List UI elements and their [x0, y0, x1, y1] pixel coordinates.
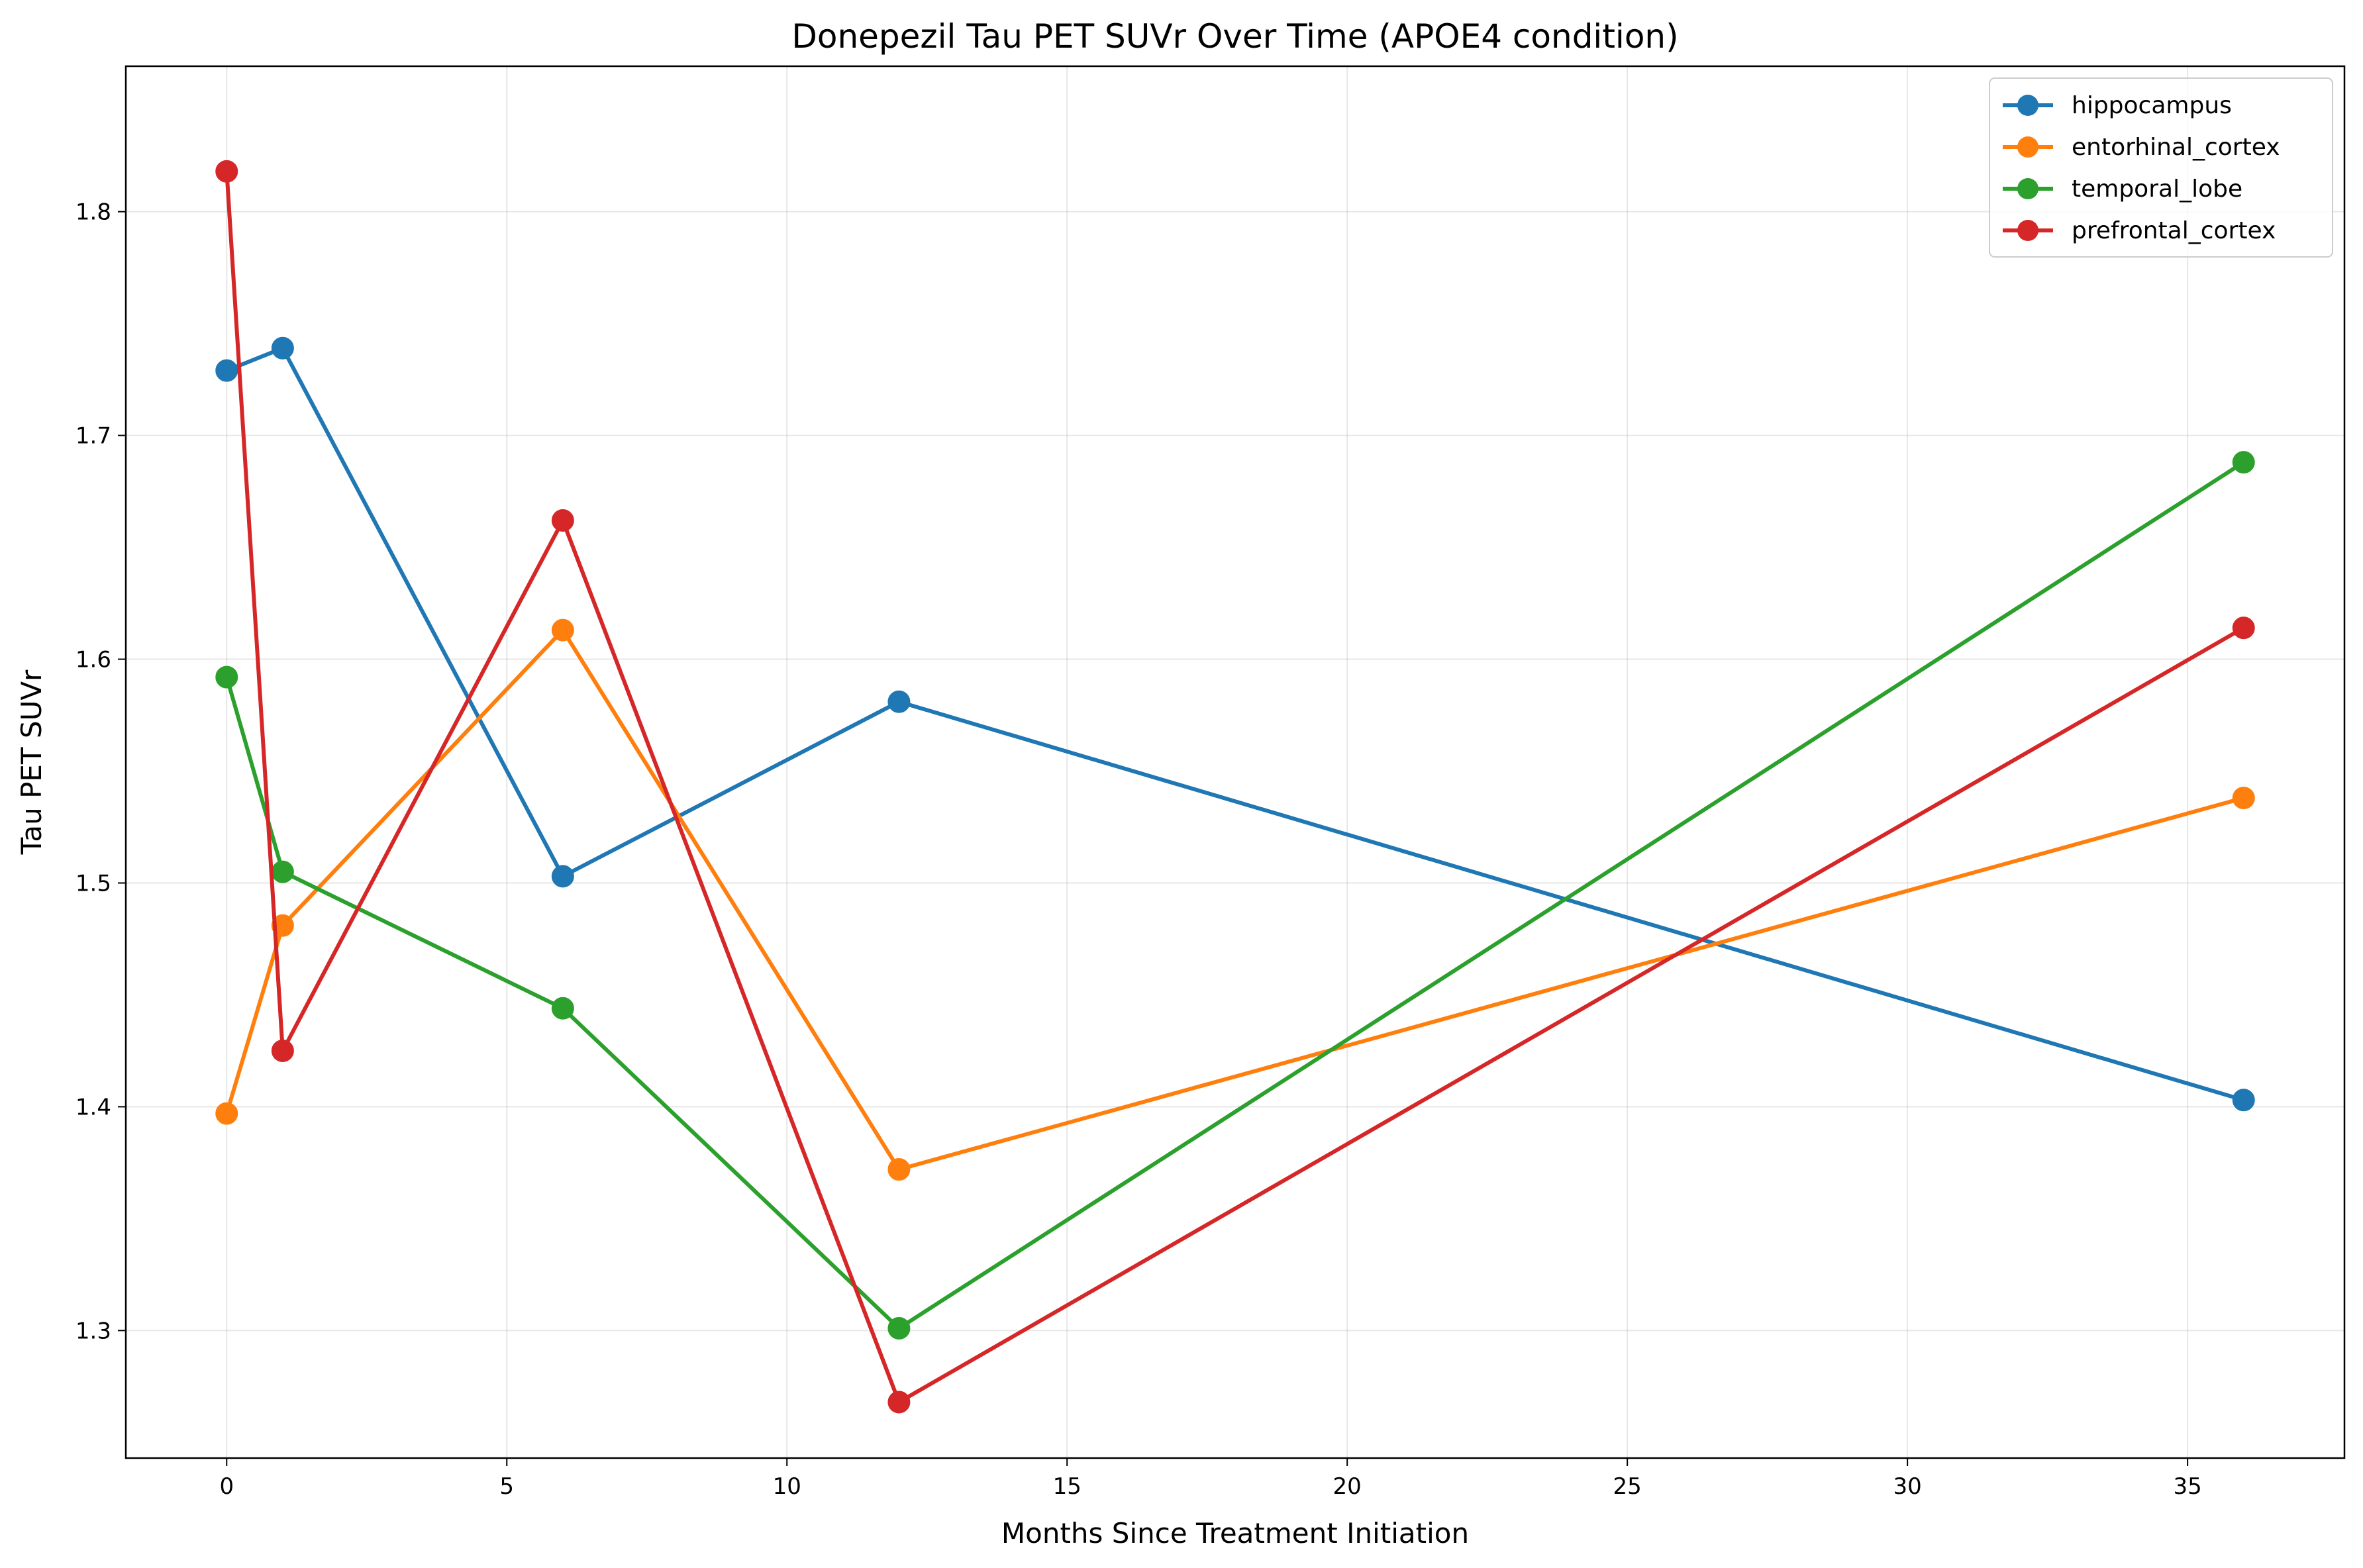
data-point	[215, 1102, 238, 1125]
legend-marker	[2017, 220, 2038, 241]
data-point	[2232, 787, 2255, 810]
legend-marker	[2017, 178, 2038, 199]
y-tick-label: 1.3	[75, 1318, 111, 1344]
legend-label: temporal_lobe	[2072, 175, 2242, 203]
data-point	[215, 665, 238, 689]
x-axis-label: Months Since Treatment Initiation	[1001, 1517, 1469, 1549]
x-tick-label: 30	[1893, 1473, 1922, 1500]
data-point	[2232, 451, 2255, 474]
x-tick-label: 20	[1333, 1473, 1362, 1500]
y-tick-label: 1.5	[75, 870, 111, 897]
data-point	[887, 1316, 911, 1340]
data-point	[551, 509, 574, 532]
series-prefrontal-cortex	[215, 160, 2255, 1414]
x-tick-label: 15	[1053, 1473, 1081, 1500]
legend-marker	[2017, 95, 2038, 116]
legend-item-prefrontal-cortex: prefrontal_cortex	[2003, 217, 2276, 244]
chart-title: Donepezil Tau PET SUVr Over Time (APOE4 …	[791, 17, 1678, 56]
data-point	[887, 690, 911, 713]
x-tick-label: 5	[499, 1473, 514, 1500]
data-point	[271, 1039, 294, 1062]
legend-item-temporal-lobe: temporal_lobe	[2003, 175, 2242, 203]
x-tick-label: 25	[1613, 1473, 1642, 1500]
y-tick-label: 1.8	[75, 199, 111, 226]
ticks: 0 5 10 15 20 25 30 35 1.3 1.4 1.5 1.6 1.7 1.8	[75, 199, 2202, 1500]
data-point	[551, 618, 574, 642]
y-axis-label: Tau PET SUVr	[15, 669, 48, 855]
legend-box	[1989, 77, 2333, 258]
legend-item-entorhinal-cortex: entorhinal_cortex	[2003, 134, 2280, 161]
data-point	[887, 1158, 911, 1181]
series-hippocampus	[215, 336, 2255, 1112]
data-point	[215, 359, 238, 382]
data-point	[271, 860, 294, 883]
x-tick-label: 0	[219, 1473, 234, 1500]
legend-label: prefrontal_cortex	[2072, 217, 2276, 244]
x-tick-label: 35	[2173, 1473, 2201, 1500]
series-entorhinal-cortex	[215, 618, 2255, 1181]
data-point	[2232, 616, 2255, 640]
data-point	[887, 1391, 911, 1414]
data-point	[215, 160, 238, 183]
series-temporal-lobe	[215, 451, 2255, 1340]
legend: hippocampus entorhinal_cortex temporal_lob…	[1989, 77, 2333, 258]
legend-label: entorhinal_cortex	[2072, 134, 2280, 161]
data-point	[551, 865, 574, 888]
x-tick-label: 10	[773, 1473, 801, 1500]
legend-label: hippocampus	[2072, 92, 2232, 119]
data-point	[271, 336, 294, 360]
series-layer	[215, 160, 2255, 1414]
legend-item-hippocampus: hippocampus	[2003, 92, 2232, 119]
plot-frame	[125, 65, 2346, 1459]
data-point	[271, 914, 294, 937]
y-tick-label: 1.6	[75, 647, 111, 673]
y-tick-label: 1.7	[75, 423, 111, 450]
data-point	[2232, 1089, 2255, 1112]
data-point	[551, 997, 574, 1020]
legend-marker	[2017, 136, 2038, 158]
y-tick-label: 1.4	[75, 1094, 111, 1120]
